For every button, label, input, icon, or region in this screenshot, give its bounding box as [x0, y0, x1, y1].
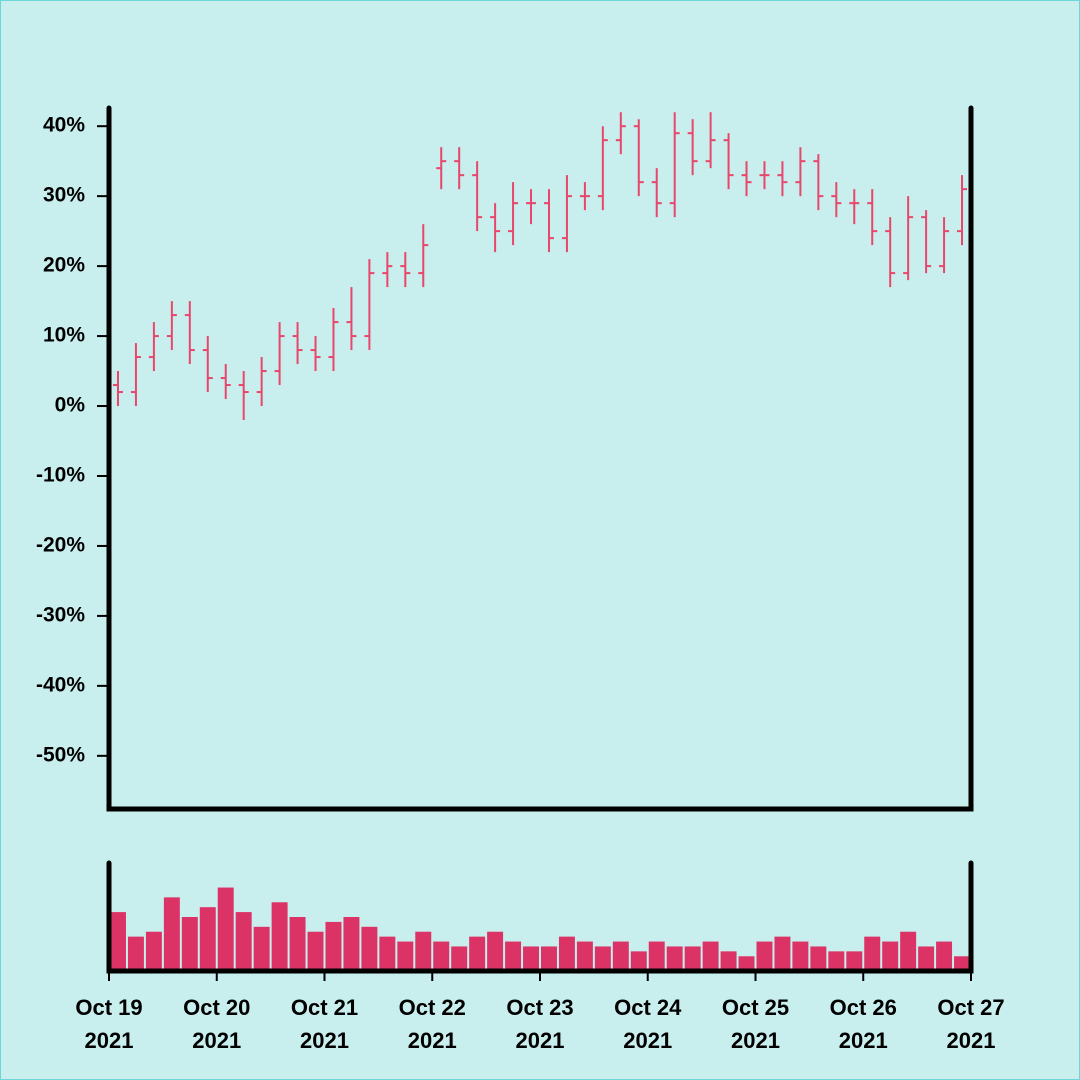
volume-bar — [882, 941, 899, 971]
volume-bar — [379, 936, 396, 971]
volume-bar — [864, 936, 881, 971]
volume-bar — [451, 946, 468, 971]
y-tick-label: 20% — [43, 254, 85, 277]
volume-bar — [541, 946, 557, 971]
volume-bar — [828, 951, 845, 971]
volume-bar — [648, 941, 665, 971]
volume-bar — [594, 946, 611, 971]
x-tick-label: Oct 23 2021 — [506, 995, 574, 1053]
x-tick-label: Oct 21 2021 — [290, 995, 359, 1053]
volume-bar — [289, 917, 306, 971]
axis-frame — [106, 105, 974, 812]
volume-bar — [415, 931, 432, 971]
x-tick-label: Oct 20 2021 — [183, 995, 251, 1053]
volume-bar — [235, 912, 252, 971]
volume-bar — [505, 941, 522, 971]
volume-bar — [684, 946, 701, 971]
volume-bar — [110, 912, 126, 971]
volume-bar — [307, 931, 324, 971]
volume-bar — [576, 941, 593, 971]
volume-bar — [253, 926, 270, 971]
volume-bar — [900, 931, 917, 971]
x-tick-label: Oct 26 2021 — [829, 995, 897, 1053]
volume-bar — [630, 951, 647, 971]
volume-bar — [846, 951, 863, 971]
y-tick-label: -20% — [36, 533, 85, 556]
volume-bar — [936, 941, 953, 971]
volume-bar — [523, 946, 539, 971]
x-tick-label: Oct 22 2021 — [398, 995, 466, 1053]
volume-bar — [792, 941, 809, 971]
x-tick-label: Oct 24 2021 — [614, 995, 682, 1053]
y-tick-label: 30% — [43, 184, 85, 207]
volume-bar — [558, 936, 575, 971]
x-tick-label: Oct 19 2021 — [75, 995, 143, 1053]
volume-bar — [774, 936, 791, 971]
volume-bar — [756, 941, 773, 971]
volume-bar — [738, 956, 755, 971]
volume-bar — [325, 921, 342, 971]
x-tick-label: Oct 25 2021 — [721, 995, 790, 1053]
volume-bar — [127, 936, 144, 971]
volume-bar — [666, 946, 683, 971]
x-tick-label: Oct 27 2021 — [937, 995, 1005, 1053]
y-tick-label: 10% — [43, 324, 85, 347]
volume-bar — [612, 941, 629, 971]
volume-bar — [217, 887, 234, 971]
volume-bar — [810, 946, 827, 971]
y-tick-label: 0% — [55, 394, 86, 417]
volume-bar — [145, 931, 162, 971]
y-tick-label: -10% — [36, 464, 85, 487]
volume-bar — [918, 946, 935, 971]
volume-bar — [487, 931, 504, 971]
volume-bar — [163, 897, 180, 971]
volume-bar — [199, 907, 216, 971]
y-tick-label: -30% — [36, 603, 85, 626]
volume-bar — [702, 941, 719, 971]
volume-bar — [954, 956, 970, 971]
volume-bar — [361, 926, 378, 971]
volume-bar — [343, 917, 360, 971]
y-tick-label: -50% — [36, 743, 85, 766]
volume-bar — [181, 917, 198, 971]
volume-bar — [720, 951, 737, 971]
volume-bar — [271, 902, 288, 971]
volume-bar — [469, 936, 486, 971]
volume-frame — [106, 860, 974, 974]
y-tick-label: -40% — [36, 673, 85, 696]
y-tick-label: 40% — [43, 114, 85, 137]
volume-bar — [433, 941, 450, 971]
volume-bar — [397, 941, 414, 971]
